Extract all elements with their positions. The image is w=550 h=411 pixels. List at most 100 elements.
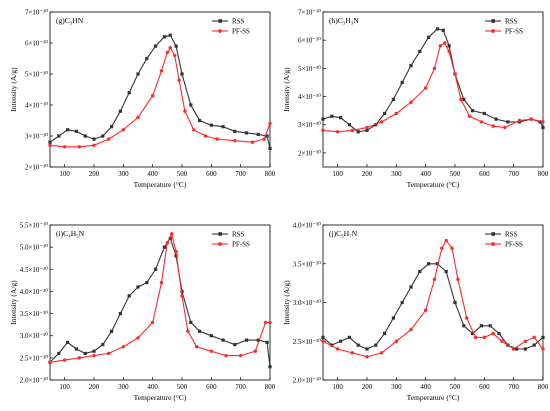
data-point xyxy=(262,137,266,141)
x-tick-label: 800 xyxy=(538,170,549,178)
series-line-pf-ss xyxy=(322,239,544,358)
x-tick-label: 300 xyxy=(391,170,402,178)
y-tick-label: 5.0×10⁻¹⁰ xyxy=(20,244,48,252)
data-point xyxy=(511,347,516,351)
x-tick-label: 400 xyxy=(147,170,158,178)
data-point xyxy=(256,338,260,342)
data-point xyxy=(409,285,413,289)
data-point xyxy=(409,327,413,332)
x-tick-label: 100 xyxy=(332,383,343,391)
data-point xyxy=(459,97,463,102)
chart-panel-0: 100 200 300 400 500 600 700 800 2×10⁻¹⁰ 3×10⁻¹⁰ 4×… xyxy=(9,9,276,190)
data-point xyxy=(150,320,155,325)
chart-panel-2: 100 200 300 400 500 600 700 800 2.0×10⁻¹⁰ 2.5×10⁻… xyxy=(9,222,276,403)
data-point xyxy=(465,316,469,320)
data-point xyxy=(482,335,487,340)
plot-frame xyxy=(49,224,271,381)
x-tick-label: 500 xyxy=(177,383,188,391)
panel-title: (i)C₄H₅N xyxy=(56,229,85,238)
data-point xyxy=(494,117,498,121)
data-point xyxy=(532,335,536,340)
data-point xyxy=(265,340,269,344)
data-point xyxy=(177,78,181,82)
data-point xyxy=(444,269,448,274)
data-point xyxy=(379,120,384,124)
legend-label: RSS xyxy=(232,231,245,239)
y-tick-label: 3.5×10⁻¹⁰ xyxy=(293,260,321,268)
data-point xyxy=(174,249,178,254)
x-tick-label: 600 xyxy=(206,383,217,391)
y-tick-label: 5×10⁻¹⁰ xyxy=(298,65,321,73)
x-tick-label: 200 xyxy=(362,170,373,178)
x-tick-label: 400 xyxy=(420,383,431,391)
x-tick-label: 600 xyxy=(206,170,217,178)
legend-marker xyxy=(491,232,495,236)
legend-label: RSS xyxy=(505,231,518,239)
data-point xyxy=(479,120,484,124)
data-point xyxy=(118,311,122,316)
data-point xyxy=(110,329,114,333)
y-axis-label: Intensity (A/g) xyxy=(9,280,18,325)
data-point xyxy=(365,355,369,359)
data-point xyxy=(198,118,202,123)
data-point xyxy=(92,353,96,358)
data-point xyxy=(238,353,243,358)
data-point xyxy=(523,339,528,343)
y-axis-label: Intensity (A/g) xyxy=(282,67,291,112)
data-point xyxy=(447,44,451,48)
data-point xyxy=(423,86,428,90)
y-tick-label: 2.0×10⁻¹⁰ xyxy=(20,377,48,385)
legend-label: RSS xyxy=(505,18,518,26)
data-point xyxy=(183,109,187,113)
data-point xyxy=(48,360,52,364)
data-point xyxy=(427,262,431,266)
y-tick-label: 4×10⁻¹⁰ xyxy=(25,102,48,110)
x-tick-label: 800 xyxy=(265,170,276,178)
data-point xyxy=(233,342,237,347)
y-tick-label: 3×10⁻¹⁰ xyxy=(25,133,48,141)
legend-marker xyxy=(491,19,495,23)
data-point xyxy=(365,128,369,132)
x-tick-label: 100 xyxy=(332,170,343,178)
data-point xyxy=(172,53,177,58)
data-point xyxy=(101,134,105,138)
data-point xyxy=(221,125,225,129)
y-tick-label: 2×10⁻¹⁰ xyxy=(298,149,321,157)
data-point xyxy=(265,134,269,138)
y-tick-label: 3×10⁻¹⁰ xyxy=(298,121,321,129)
data-point xyxy=(127,91,131,95)
x-tick-label: 500 xyxy=(450,383,461,391)
chart-panel-3: 100 200 300 400 500 600 700 800 2.0×10⁻¹⁰ 2.5×10⁻… xyxy=(282,222,549,403)
data-point xyxy=(482,111,486,116)
plot-frame xyxy=(49,11,271,168)
x-axis-label: Temperature (°C) xyxy=(407,180,460,189)
series-line-pf-ss xyxy=(49,232,270,363)
data-point xyxy=(356,130,360,134)
legend-marker xyxy=(491,242,495,246)
data-point xyxy=(339,339,343,343)
data-point xyxy=(517,118,522,123)
data-point xyxy=(92,143,96,147)
data-point xyxy=(162,35,166,39)
data-point xyxy=(541,335,545,339)
data-point xyxy=(189,320,193,325)
chart-panel-1: 100 200 300 400 500 600 700 800 2×10⁻¹⁰ 3×10⁻¹⁰ 4×… xyxy=(282,9,549,190)
data-point xyxy=(374,343,378,347)
data-point xyxy=(268,121,272,126)
data-point xyxy=(180,294,184,298)
data-point xyxy=(418,49,422,54)
legend-label: PF-SS xyxy=(232,28,250,36)
data-point xyxy=(244,131,249,135)
legend-marker xyxy=(218,29,222,33)
data-point xyxy=(391,97,395,101)
x-tick-label: 700 xyxy=(508,383,519,391)
data-point xyxy=(186,329,190,333)
y-tick-label: 4×10⁻¹⁰ xyxy=(298,93,321,101)
x-tick-label: 500 xyxy=(177,170,188,178)
x-tick-label: 200 xyxy=(89,383,100,391)
data-point xyxy=(165,241,170,245)
data-point xyxy=(203,134,208,138)
data-point xyxy=(497,331,501,336)
data-point xyxy=(162,245,166,249)
x-axis-label: Temperature (°C) xyxy=(407,393,460,402)
